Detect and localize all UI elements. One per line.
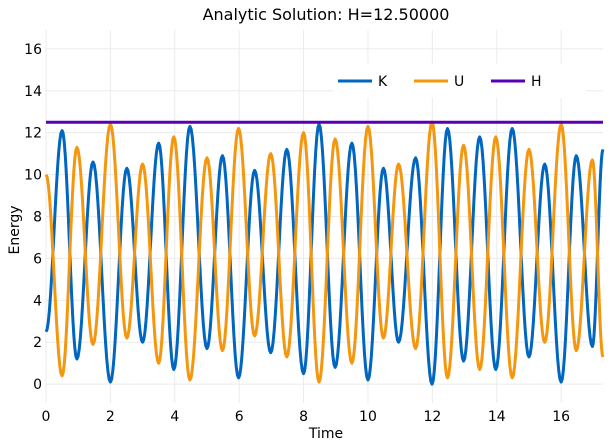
x-tick-label: 0 bbox=[42, 409, 51, 425]
x-tick-label: 12 bbox=[423, 409, 441, 425]
y-tick-label: 8 bbox=[33, 210, 42, 226]
legend-box bbox=[333, 64, 586, 98]
series-line-u bbox=[44, 120, 605, 384]
legend-label-u: U bbox=[454, 74, 464, 90]
x-axis-label: Time bbox=[308, 426, 343, 442]
series-layer bbox=[44, 120, 605, 386]
x-tick-labels: 0 2 4 6 8 10 12 14 16 bbox=[42, 409, 571, 425]
legend-label-k: K bbox=[378, 74, 388, 90]
x-tick-label: 16 bbox=[552, 409, 570, 425]
y-tick-label: 4 bbox=[33, 293, 42, 309]
chart-title: Analytic Solution: H=12.50000 bbox=[203, 5, 450, 24]
legend-label-h: H bbox=[531, 74, 542, 90]
x-tick-label: 8 bbox=[299, 409, 308, 425]
x-tick-label: 6 bbox=[235, 409, 244, 425]
y-tick-labels: 0 2 4 6 8 10 12 14 16 bbox=[24, 42, 42, 393]
x-tick-label: 10 bbox=[359, 409, 377, 425]
y-tick-label: 14 bbox=[24, 84, 42, 100]
y-axis-label: Energy bbox=[7, 205, 23, 254]
y-tick-label: 10 bbox=[24, 168, 42, 184]
x-tick-label: 4 bbox=[170, 409, 179, 425]
y-tick-label: 16 bbox=[24, 42, 42, 58]
y-tick-label: 6 bbox=[33, 251, 42, 267]
y-tick-label: 12 bbox=[24, 126, 42, 142]
y-tick-label: 2 bbox=[33, 335, 42, 351]
y-tick-label: 0 bbox=[33, 377, 42, 393]
x-tick-label: 2 bbox=[106, 409, 115, 425]
x-tick-label: 14 bbox=[488, 409, 506, 425]
